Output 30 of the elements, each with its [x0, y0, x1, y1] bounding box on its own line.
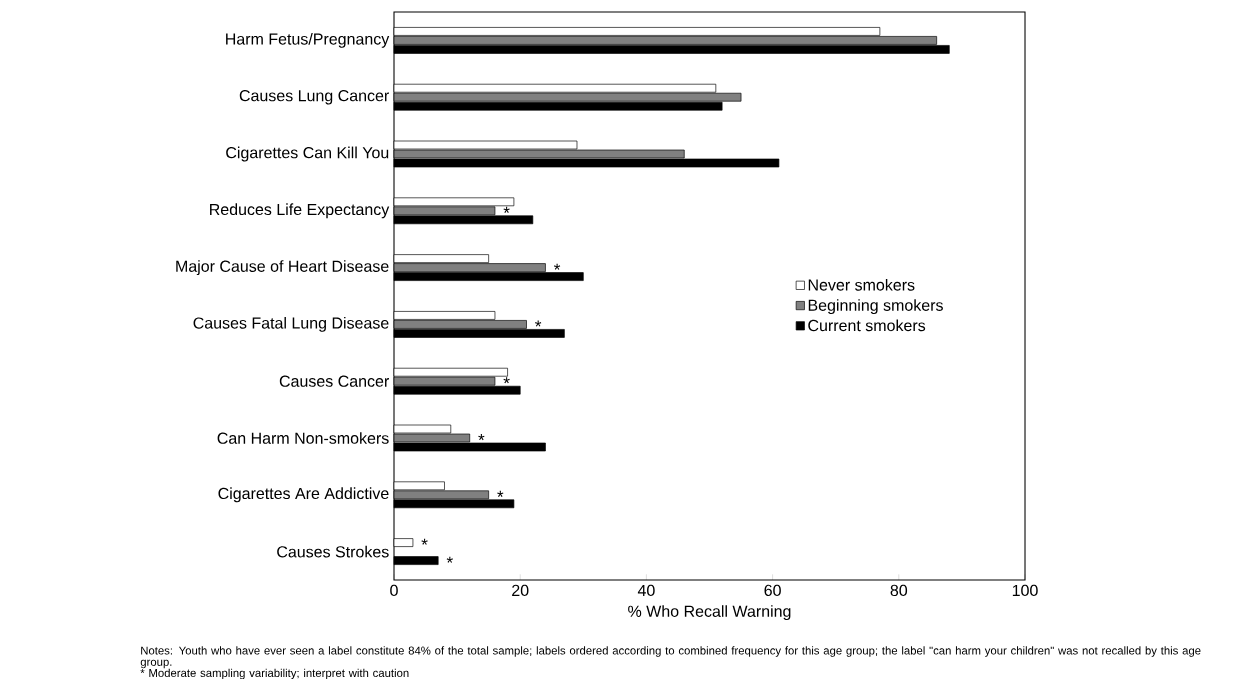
annotation: * — [535, 320, 542, 327]
text: * Moderate sampling variability; interpret with caution — [140, 668, 409, 679]
text: Notes: Youth who have ever seen a label constitute 84% of the total sample; labels ordered according to combined frequency for this age group; the label "can harm your children" was not recalled by this age group. — [140, 646, 1201, 669]
x-tick-label: 0 — [390, 584, 398, 596]
x-tick-label: 40 — [637, 584, 655, 596]
x-tick-label: 60 — [764, 584, 781, 596]
annotation: * — [421, 538, 428, 545]
legend-label: Current smokers — [808, 319, 926, 332]
y-tick-label: Harm Fetus/Pregnancy — [226, 32, 390, 48]
legend-label: Never smokers — [808, 278, 915, 291]
y-tick-label: Causes Cancer — [279, 375, 389, 387]
y-tick-label: Causes Strokes — [277, 545, 389, 558]
annotation: * — [503, 206, 510, 213]
y-tick-label: Causes Fatal Lung Disease — [193, 316, 389, 332]
annotation: * — [503, 377, 510, 384]
annotation: * — [553, 263, 561, 270]
x-tick-label: 80 — [890, 584, 908, 596]
annotation: * — [497, 490, 504, 497]
y-tick-label: Cigarettes Are Addictive — [218, 487, 389, 503]
y-tick-label: Can Harm Non-smokers — [217, 432, 389, 444]
y-tick-label: Cigarettes Can Kill You — [226, 146, 389, 162]
x-axis-title: % Who Recall Warning — [628, 605, 791, 620]
y-tick-label: Major Cause of Heart Disease — [176, 260, 389, 275]
annotation: * — [478, 433, 485, 441]
y-tick-label: Reduces Life Expectancy — [210, 203, 390, 219]
annotation: * — [446, 556, 453, 563]
x-tick-label: 100 — [1012, 584, 1038, 596]
legend-label: Beginning smokers — [808, 299, 943, 314]
x-tick-label: 20 — [512, 584, 529, 596]
y-tick-label: Causes Lung Cancer — [239, 89, 389, 105]
